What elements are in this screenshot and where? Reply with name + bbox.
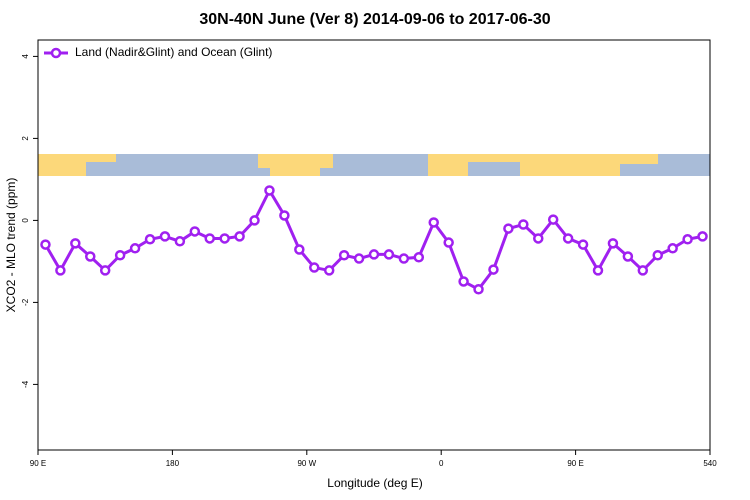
- data-point: [353, 253, 365, 264]
- data-point: [398, 253, 410, 264]
- data-point: [428, 217, 439, 228]
- data-point: [99, 265, 111, 276]
- data-point: [264, 185, 275, 196]
- data-point: [159, 231, 171, 242]
- data-point: [667, 243, 678, 254]
- map-strip: [38, 154, 710, 176]
- data-point: [473, 284, 484, 295]
- data-point: [309, 262, 320, 273]
- data-point: [562, 233, 574, 244]
- data-point: [323, 265, 335, 276]
- data-point: [413, 252, 425, 263]
- data-point: [70, 238, 81, 249]
- data-point: [338, 250, 350, 261]
- data-point: [144, 234, 156, 245]
- y-axis-label: XCO2 - MLO trend (ppm): [4, 178, 18, 313]
- legend-label: Land (Nadir&Glint) and Ocean (Glint): [75, 45, 272, 59]
- data-point: [577, 239, 589, 250]
- data-point: [129, 243, 141, 254]
- data-point: [637, 265, 649, 276]
- x-tick-label: 90 E: [567, 459, 583, 468]
- chart-title: 30N-40N June (Ver 8) 2014-09-06 to 2017-…: [199, 11, 550, 28]
- data-point: [368, 249, 380, 260]
- data-point: [547, 214, 559, 225]
- data-point: [114, 250, 126, 261]
- data-point: [488, 264, 499, 275]
- data-point: [249, 215, 260, 226]
- data-point: [383, 249, 395, 260]
- data-point: [697, 231, 708, 242]
- x-tick-label: 540: [703, 459, 717, 468]
- data-point: [204, 233, 215, 244]
- x-tick-label: 90 E: [30, 459, 46, 468]
- data-point: [533, 233, 544, 244]
- x-tick-label: 90 W: [297, 459, 316, 468]
- data-point: [219, 233, 230, 244]
- data-point: [189, 226, 201, 237]
- data-point: [607, 238, 619, 249]
- series-line: [44, 187, 703, 292]
- x-axis-label: Longitude (deg E): [327, 476, 422, 490]
- plot-frame: [37, 39, 711, 451]
- data-point: [458, 276, 469, 287]
- y-tick-label: -4: [21, 380, 30, 388]
- data-point: [622, 251, 634, 262]
- data-point: [503, 223, 514, 234]
- data-point: [294, 244, 305, 255]
- data-point: [279, 210, 290, 221]
- legend: Land (Nadir&Glint) and Ocean (Glint): [44, 45, 272, 59]
- data-point: [55, 265, 66, 276]
- data-point: [234, 231, 245, 242]
- data-point: [174, 236, 186, 247]
- x-tick-label: 180: [166, 459, 180, 468]
- data-point: [85, 251, 96, 262]
- data-point: [518, 219, 529, 230]
- y-tick-label: 2: [21, 136, 30, 141]
- x-tick-label: 0: [439, 459, 444, 468]
- data-point: [682, 234, 693, 245]
- data-point: [592, 265, 604, 276]
- y-tick-label: 4: [21, 54, 30, 59]
- data-point: [443, 237, 454, 248]
- y-tick-label: 0: [21, 218, 30, 223]
- data-point: [40, 239, 51, 250]
- y-tick-label: -2: [21, 298, 30, 306]
- data-point: [652, 250, 663, 261]
